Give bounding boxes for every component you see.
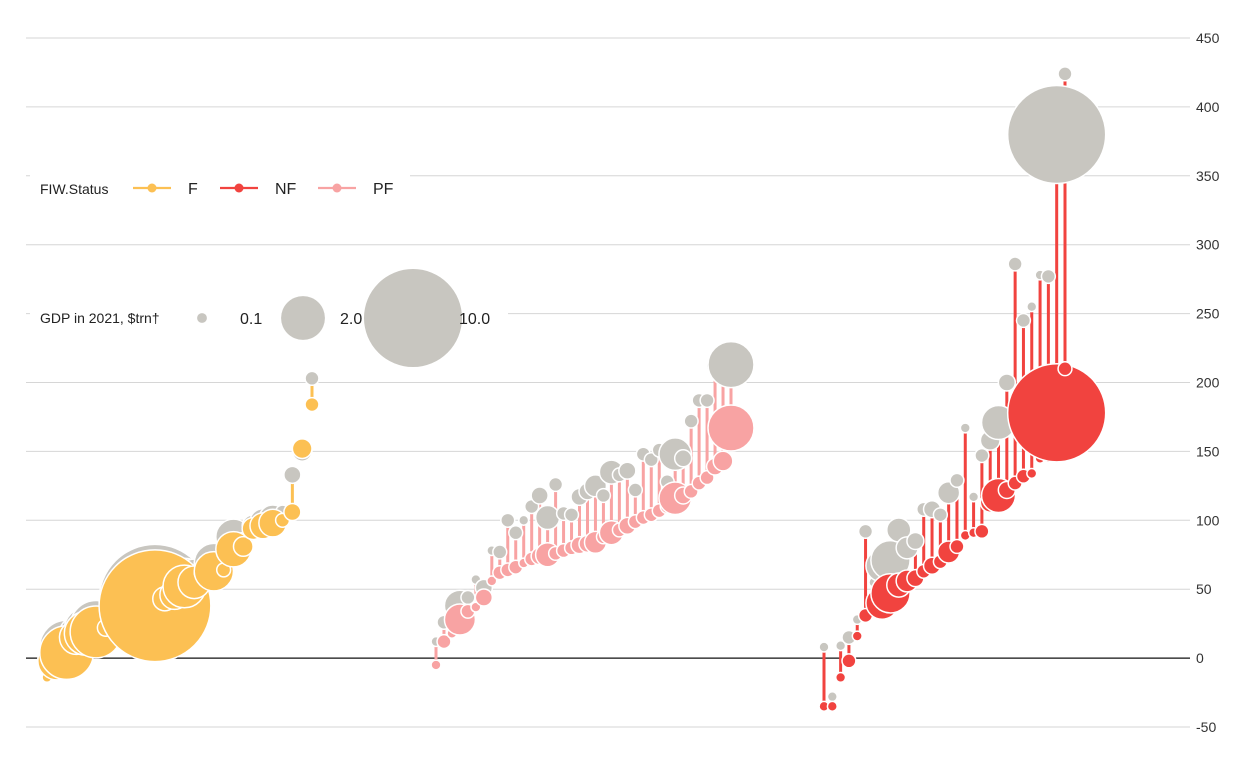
- base-dot-PF-9: [500, 512, 516, 528]
- base-dot-PF-13: [530, 486, 549, 505]
- size-legend-title: GDP in 2021, $trn†: [40, 310, 160, 326]
- base-dot-NF-29: [1057, 66, 1073, 82]
- base-dot-PF-11: [518, 514, 530, 526]
- legend-swatch-dot: [234, 183, 244, 193]
- legend-swatch-dot: [147, 183, 157, 193]
- y-tick-label: 450: [1196, 30, 1220, 46]
- base-dot-NF-5: [857, 523, 874, 540]
- base-dot-NF-16: [949, 472, 965, 489]
- legend-item-F: F: [133, 181, 198, 198]
- base-dot-PF-31: [673, 449, 693, 468]
- base-dot-NF-2: [834, 640, 847, 652]
- status-dot-F-25: [283, 502, 302, 522]
- base-dot-F-25: [283, 465, 302, 485]
- base-dot-NF-0: [818, 641, 830, 653]
- y-tick-label: 0: [1196, 650, 1204, 666]
- status-dot-NF-25: [1026, 467, 1038, 480]
- y-tick-label: 100: [1196, 512, 1220, 528]
- y-tick-label: 50: [1196, 581, 1212, 597]
- base-dot-NF-1: [826, 691, 838, 703]
- size-legend-label: 0.1: [240, 311, 262, 328]
- status-legend: FIW.Status F NF PF: [30, 172, 410, 204]
- status-dot-PF-7: [486, 575, 498, 587]
- size-legend-circle: [363, 268, 463, 368]
- status-dot-NF-1: [826, 700, 838, 712]
- y-tick-label: 400: [1196, 99, 1220, 115]
- base-dot-PF-37: [707, 340, 755, 389]
- base-dot-NF-18: [967, 491, 980, 503]
- base-dot-PF-10: [508, 525, 524, 541]
- legend-item-NF: NF: [220, 181, 297, 198]
- base-dot-NF-23: [1007, 256, 1023, 272]
- status-dot-NF-19: [974, 523, 990, 540]
- status-dots: [37, 361, 1107, 712]
- status-dot-NF-16: [949, 538, 965, 555]
- status-dot-NF-28: [1006, 363, 1107, 463]
- base-dot-NF-28: [1006, 84, 1107, 185]
- size-legend-item: 0.1: [197, 311, 262, 328]
- base-dot-PF-14: [534, 504, 561, 531]
- status-dot-PF-37: [707, 404, 755, 452]
- y-tick-label: 250: [1196, 306, 1220, 322]
- base-dot-PF-25: [627, 482, 644, 498]
- status-dot-F-26: [291, 438, 313, 460]
- status-dot-PF-1: [436, 633, 452, 650]
- base-dot-NF-24: [1015, 312, 1032, 329]
- y-axis-ticks: 450 400 350 300 250 200 150 100 50 0 -50: [1196, 30, 1220, 735]
- legend-label: NF: [275, 181, 297, 198]
- base-dot-NF-14: [932, 507, 949, 523]
- base-dot-NF-17: [959, 422, 971, 434]
- status-dot-F-20: [232, 535, 254, 558]
- base-dot-F-27: [304, 370, 320, 387]
- y-tick-label: 200: [1196, 375, 1220, 391]
- status-legend-title: FIW.Status: [40, 181, 108, 197]
- base-dot-PF-32: [683, 413, 699, 429]
- base-dot-NF-22: [997, 373, 1017, 392]
- status-dot-NF-29: [1057, 361, 1073, 377]
- size-legend-label: 10.0: [459, 311, 490, 328]
- size-legend-item: 2.0: [281, 296, 362, 340]
- status-dot-PF-6: [474, 588, 494, 607]
- base-dot-NF-27: [1040, 268, 1057, 285]
- base-dot-PF-4: [460, 589, 476, 606]
- legend-label: PF: [373, 181, 394, 198]
- size-legend-circle: [281, 296, 325, 340]
- status-dot-F-27: [304, 396, 320, 413]
- y-tick-label: 150: [1196, 443, 1220, 459]
- base-dot-PF-34: [699, 392, 715, 409]
- base-dot-PF-8: [492, 544, 508, 560]
- status-dot-NF-3: [841, 653, 857, 669]
- base-dot-PF-15: [547, 476, 564, 493]
- size-legend-item: 10.0: [363, 268, 490, 368]
- base-dot-PF-17: [563, 507, 580, 523]
- legend-item-PF: PF: [318, 181, 394, 198]
- legend-label: F: [188, 181, 198, 198]
- status-dot-NF-4: [851, 630, 863, 642]
- status-dot-NF-2: [834, 671, 847, 684]
- size-legend-circle: [197, 313, 207, 323]
- size-legend-label: 2.0: [340, 311, 362, 328]
- base-dot-PF-24: [618, 461, 637, 480]
- base-dot-NF-25: [1026, 301, 1038, 313]
- base-dot-NF-11: [906, 531, 925, 551]
- base-dot-PF-21: [595, 487, 612, 504]
- status-dot-PF-36: [712, 450, 734, 472]
- y-tick-label: 300: [1196, 237, 1220, 253]
- base-dot-NF-19: [974, 447, 990, 464]
- y-tick-label: 350: [1196, 168, 1220, 184]
- size-legend: GDP in 2021, $trn† 0.1 2.0 10.0: [30, 268, 508, 368]
- y-tick-label: -50: [1196, 719, 1216, 735]
- legend-swatch-dot: [332, 183, 342, 193]
- status-dot-PF-0: [430, 659, 442, 671]
